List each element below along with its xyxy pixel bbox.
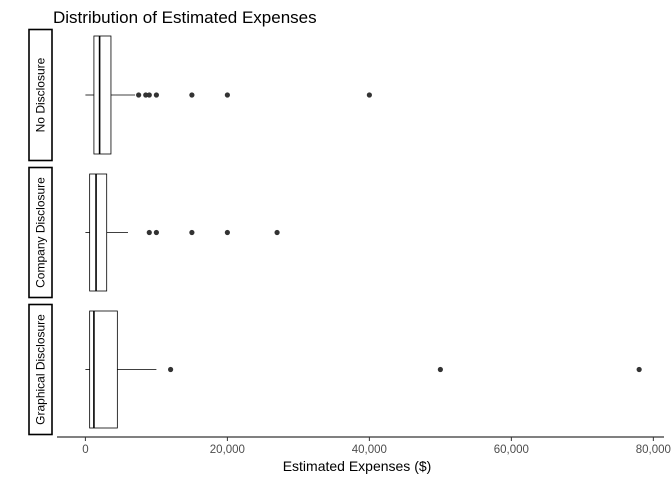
x-tick-label: 20,000 [210, 444, 245, 456]
outlier-point [189, 229, 195, 236]
strip-box [28, 166, 53, 299]
strip-label: Graphical Disclosure [34, 314, 48, 425]
outlier-point [153, 92, 159, 98]
x-tick-label: 80,000 [636, 444, 671, 456]
outlier-point [146, 92, 152, 98]
outlier-point [274, 229, 280, 236]
outlier-point [189, 92, 195, 98]
panel-3: Graphical Disclosure [28, 303, 642, 436]
x-axis-title: Estimated Expenses ($) [283, 458, 432, 474]
panel-1: No Disclosure [28, 28, 372, 162]
chart-title: Distribution of Estimated Expenses [53, 8, 317, 27]
outlier-point [437, 366, 443, 373]
outlier-point [366, 92, 372, 98]
strip-label: No Disclosure [34, 57, 48, 132]
outlier-point [136, 92, 142, 98]
outlier-point [636, 366, 642, 373]
iqr-box [89, 173, 108, 292]
strip-box [28, 303, 53, 436]
outlier-point [224, 92, 230, 98]
x-tick-label: 40,000 [352, 444, 387, 456]
x-tick-label: 0 [82, 444, 88, 456]
panel-2: Company Disclosure [28, 166, 280, 299]
outlier-point [167, 366, 174, 373]
panels-group: No Disclosure Company Disclosure Graphical… [28, 28, 642, 436]
outlier-point [146, 229, 152, 236]
strip-box [28, 28, 53, 162]
iqr-box [93, 35, 112, 155]
outlier-point [224, 229, 230, 236]
strip-label: Company Disclosure [34, 177, 48, 288]
x-axis: 0 20,000 40,000 60,000 80,000 [57, 436, 671, 456]
outlier-point [153, 229, 159, 236]
x-tick-label: 60,000 [494, 444, 529, 456]
